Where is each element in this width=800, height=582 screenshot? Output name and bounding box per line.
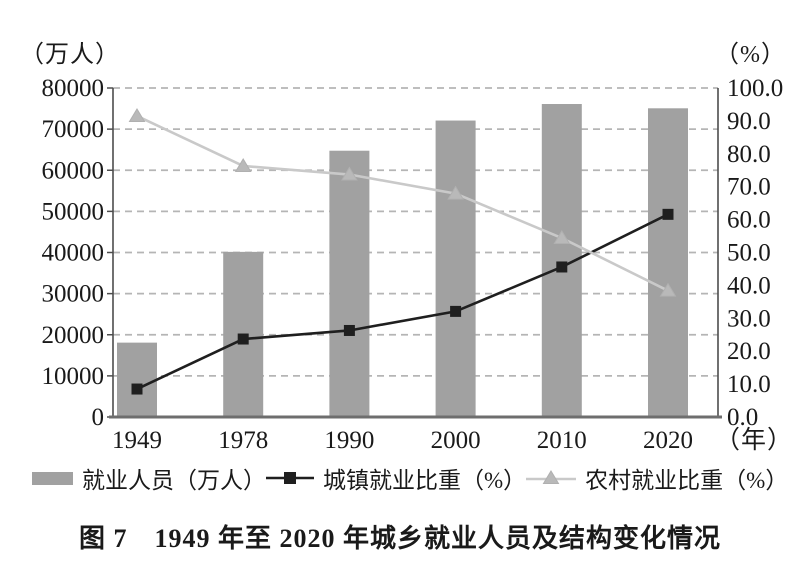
line-series-rural xyxy=(128,107,677,297)
line-series-urban xyxy=(131,208,674,395)
svg-text:60000: 60000 xyxy=(42,157,105,184)
bar-series-swatch-icon xyxy=(32,471,73,485)
triangle-marker xyxy=(341,166,358,181)
right-axis-unit-label: （%） xyxy=(715,42,786,68)
legend-item-employment: 就业人员（万人） xyxy=(32,461,266,495)
svg-text:50000: 50000 xyxy=(42,198,105,225)
bar-1949 xyxy=(117,342,157,417)
urban-line-square-swatch-icon xyxy=(266,470,314,486)
legend-label-employment: 就业人员（万人） xyxy=(82,468,266,493)
bar-2020 xyxy=(648,108,688,417)
gridlines-and-left-ticks xyxy=(107,87,718,418)
square-marker xyxy=(662,208,674,220)
square-marker xyxy=(556,261,568,273)
x-tick-label: 1990 xyxy=(324,427,374,454)
svg-text:0: 0 xyxy=(92,404,105,431)
svg-text:100.0: 100.0 xyxy=(727,75,783,102)
triangle-marker xyxy=(659,282,677,297)
x-axis-unit-label: （年） xyxy=(715,426,793,454)
svg-text:10000: 10000 xyxy=(42,363,105,390)
legend-item-urban-share: 城镇就业比重（%） xyxy=(266,461,526,495)
svg-text:40000: 40000 xyxy=(42,240,105,267)
combo-chart-plot: 8000070000600005000040000300002000010000… xyxy=(42,75,793,454)
svg-text:70000: 70000 xyxy=(42,116,105,143)
rural-line-triangle-swatch-icon xyxy=(526,469,577,487)
square-marker xyxy=(450,305,462,317)
svg-text:50.0: 50.0 xyxy=(727,240,771,267)
square-marker xyxy=(131,383,143,395)
legend-label-urban-share: 城镇就业比重（%） xyxy=(323,468,527,493)
svg-text:80.0: 80.0 xyxy=(727,141,771,168)
svg-text:40.0: 40.0 xyxy=(727,272,771,299)
x-tick-label: 2010 xyxy=(537,427,587,454)
legend-item-rural-share: 农村就业比重（%） xyxy=(526,461,788,495)
x-tick-label: 1978 xyxy=(218,427,268,454)
svg-text:30.0: 30.0 xyxy=(727,305,771,332)
triangle-marker xyxy=(447,185,464,200)
bar-1990 xyxy=(329,150,370,418)
svg-text:30000: 30000 xyxy=(42,281,105,308)
svg-text:20.0: 20.0 xyxy=(727,338,771,365)
svg-text:20000: 20000 xyxy=(42,322,105,349)
x-tick-label: 2020 xyxy=(643,427,693,454)
triangle-marker xyxy=(553,230,571,245)
triangle-marker xyxy=(234,158,252,172)
legend-label-rural-share: 农村就业比重（%） xyxy=(585,468,789,493)
svg-text:60.0: 60.0 xyxy=(727,207,771,234)
svg-text:10.0: 10.0 xyxy=(727,371,771,398)
left-axis-unit-label: （万人） xyxy=(20,42,120,68)
figure-caption: 图 7 1949 年至 2020 年城乡就业人员及结构变化情况 xyxy=(78,524,721,553)
x-tick-label: 2000 xyxy=(431,427,481,454)
svg-text:0.0: 0.0 xyxy=(727,404,758,431)
bar-2000 xyxy=(435,120,476,417)
square-marker xyxy=(343,324,355,336)
x-tick-label: 1949 xyxy=(112,427,162,454)
chart-legend: 就业人员（万人） 城镇就业比重（%） 农村就业比重（%） xyxy=(0,461,800,495)
svg-text:70.0: 70.0 xyxy=(727,174,771,201)
svg-text:80000: 80000 xyxy=(42,75,105,102)
square-marker xyxy=(237,333,249,345)
triangle-marker xyxy=(128,107,146,122)
svg-text:90.0: 90.0 xyxy=(727,108,771,135)
bar-series-employment xyxy=(117,104,688,418)
